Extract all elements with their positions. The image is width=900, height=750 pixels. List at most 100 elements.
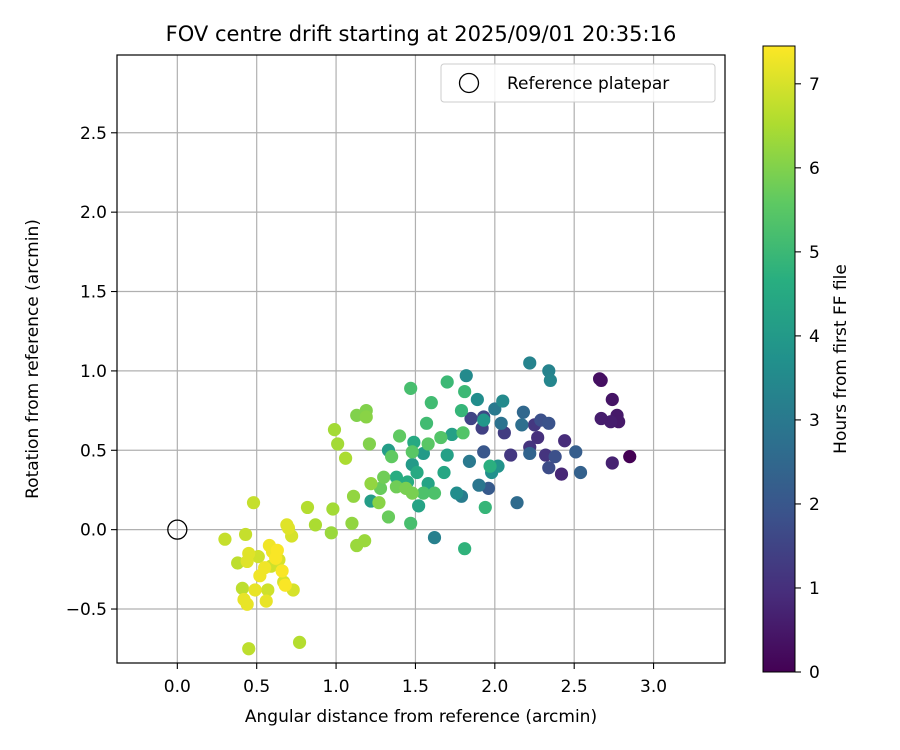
data-point — [419, 416, 434, 430]
data-point — [478, 500, 492, 515]
data-point — [458, 384, 472, 399]
data-point — [410, 465, 424, 480]
data-point — [592, 372, 607, 386]
data-point — [456, 426, 470, 440]
data-point — [364, 477, 378, 491]
data-point — [523, 356, 537, 370]
data-point — [515, 418, 529, 432]
data-point — [385, 450, 399, 464]
data-point — [338, 451, 353, 465]
data-point — [542, 461, 556, 475]
colorbar-tick-label: 7 — [809, 75, 820, 95]
data-point — [326, 502, 340, 516]
data-point — [292, 635, 307, 649]
data-point — [458, 542, 472, 556]
legend-entry-label: Reference platepar — [507, 74, 669, 94]
x-axis-ticks: 0.0 0.5 1.0 1.5 2.0 2.5 3.0 — [164, 663, 667, 697]
data-point — [237, 592, 251, 607]
data-point — [331, 437, 345, 451]
data-point — [248, 583, 262, 597]
y-tick-label: 2.5 — [80, 124, 107, 144]
data-point — [242, 642, 256, 656]
data-point — [548, 450, 562, 464]
data-point — [623, 450, 637, 464]
data-point — [470, 392, 484, 407]
data-point — [454, 403, 469, 418]
x-tick-label: 3.0 — [640, 677, 667, 697]
data-point — [558, 434, 572, 448]
y-tick-label: 2.0 — [80, 203, 107, 223]
data-point — [377, 470, 391, 484]
data-point — [412, 499, 426, 513]
data-point — [404, 381, 418, 395]
data-point — [404, 516, 418, 530]
data-point — [573, 465, 588, 480]
colorbar-tick-label: 6 — [809, 159, 820, 179]
data-point — [389, 470, 403, 484]
data-point — [246, 496, 261, 510]
data-point — [504, 448, 518, 462]
colorbar-tick-label: 1 — [809, 579, 820, 599]
data-point — [362, 437, 377, 451]
data-point — [300, 500, 315, 515]
plot-frame — [116, 54, 726, 664]
x-axis-label: Angular distance from reference (arcmin) — [245, 707, 597, 727]
data-point — [516, 405, 530, 419]
x-tick-label: 0.5 — [243, 677, 270, 697]
data-point — [462, 454, 477, 468]
colorbar-tick-label: 2 — [809, 495, 820, 515]
x-tick-label: 1.5 — [402, 677, 429, 697]
data-point — [477, 445, 491, 459]
data-point — [531, 430, 545, 445]
data-point — [324, 526, 338, 540]
data-point — [346, 489, 361, 503]
data-point — [496, 394, 510, 408]
data-point — [258, 561, 272, 575]
y-axis-label: Rotation from reference (arcmin) — [23, 219, 43, 499]
data-point — [605, 456, 619, 470]
data-point — [554, 467, 569, 481]
data-point — [281, 521, 296, 535]
data-point — [424, 396, 438, 410]
data-point — [259, 594, 273, 608]
y-tick-label: 0.0 — [80, 521, 107, 541]
data-point — [359, 410, 373, 424]
data-point — [494, 416, 508, 430]
data-point — [235, 581, 250, 595]
data-point — [308, 518, 323, 532]
colorbar-tick-label: 0 — [809, 663, 820, 683]
colorbar-ticks: 0 1 2 3 4 5 6 7 — [795, 75, 820, 683]
data-point — [218, 532, 232, 546]
data-point — [437, 465, 451, 480]
data-point — [427, 486, 442, 500]
legend-box — [440, 63, 716, 103]
data-point — [569, 445, 583, 459]
data-point — [510, 496, 524, 510]
colorbar-tick-label: 5 — [809, 243, 820, 263]
grid-lines — [117, 55, 725, 663]
data-point — [405, 445, 419, 459]
data-point — [523, 446, 537, 461]
legend: Reference platepar — [440, 63, 716, 103]
x-tick-label: 2.5 — [561, 677, 588, 697]
colorbar-tick-label: 4 — [809, 327, 820, 347]
data-point — [421, 437, 435, 451]
y-tick-label: 1.5 — [80, 283, 107, 303]
data-point — [275, 564, 289, 578]
data-point — [372, 496, 386, 510]
data-point — [543, 373, 557, 388]
data-point — [434, 430, 448, 445]
data-point — [261, 583, 275, 597]
x-tick-label: 2.0 — [481, 677, 508, 697]
data-point — [464, 411, 478, 426]
x-tick-label: 0.0 — [164, 677, 191, 697]
y-tick-label: 1.0 — [80, 362, 107, 382]
scatter-points — [218, 356, 637, 656]
data-point — [483, 459, 497, 473]
y-tick-label: 0.5 — [80, 441, 107, 461]
colorbar-tick-label: 3 — [809, 411, 820, 431]
x-tick-label: 1.0 — [323, 677, 350, 697]
data-point — [278, 578, 292, 592]
data-point — [392, 429, 407, 443]
legend-reference-marker — [458, 72, 480, 94]
